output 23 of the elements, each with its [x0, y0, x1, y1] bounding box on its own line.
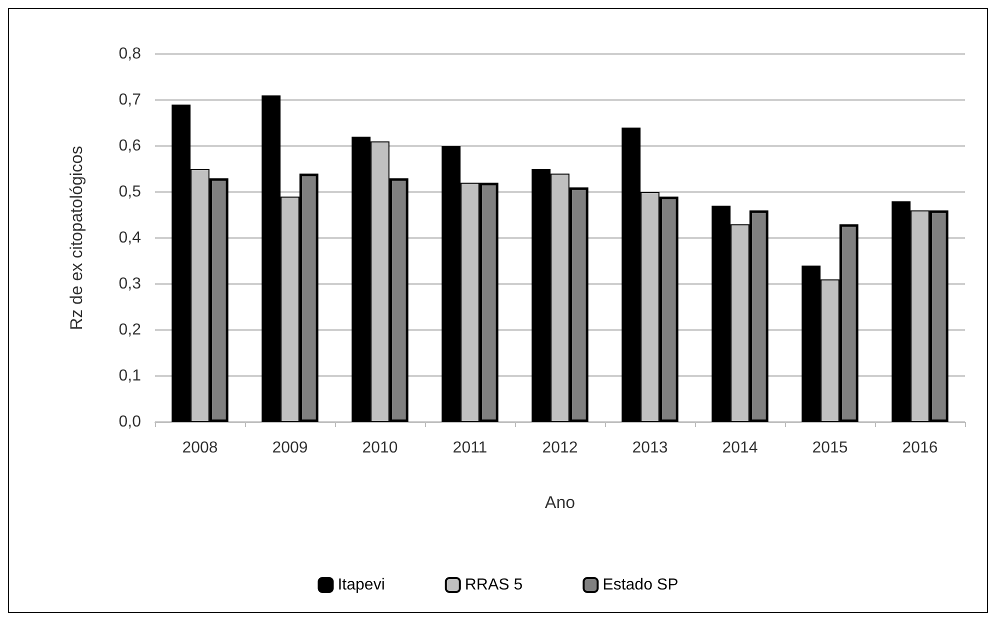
y-tick-label: 0,7	[118, 92, 142, 108]
y-tick-label: 0,1	[118, 368, 142, 384]
x-axis-title: Ano	[544, 493, 576, 512]
x-tick-label: 2010	[362, 440, 398, 456]
legend-label: RRAS 5	[464, 576, 523, 594]
x-tick-label: 2015	[812, 440, 848, 456]
legend-label: Estado SP	[602, 576, 678, 594]
x-tick-label: 2013	[632, 440, 668, 456]
y-tick-label: 0,4	[118, 230, 142, 246]
y-tick-label: 0,3	[118, 276, 142, 292]
x-tick-label: 2009	[272, 440, 308, 456]
x-tick-label: 2014	[722, 440, 758, 456]
y-tick-label: 0,0	[118, 414, 142, 430]
legend-label: Itapevi	[338, 576, 385, 594]
x-tick-label: 2016	[902, 440, 938, 456]
x-tick-label: 2011	[452, 440, 488, 456]
x-tick-label: 2012	[542, 440, 578, 456]
x-tick-label: 2008	[182, 440, 218, 456]
y-tick-label: 0,8	[118, 46, 142, 62]
y-tick-label: 0,5	[118, 184, 142, 200]
y-axis-title: Rz de ex citopatológicos	[67, 146, 86, 330]
y-tick-label: 0,6	[118, 138, 142, 154]
y-tick-label: 0,2	[118, 322, 142, 338]
